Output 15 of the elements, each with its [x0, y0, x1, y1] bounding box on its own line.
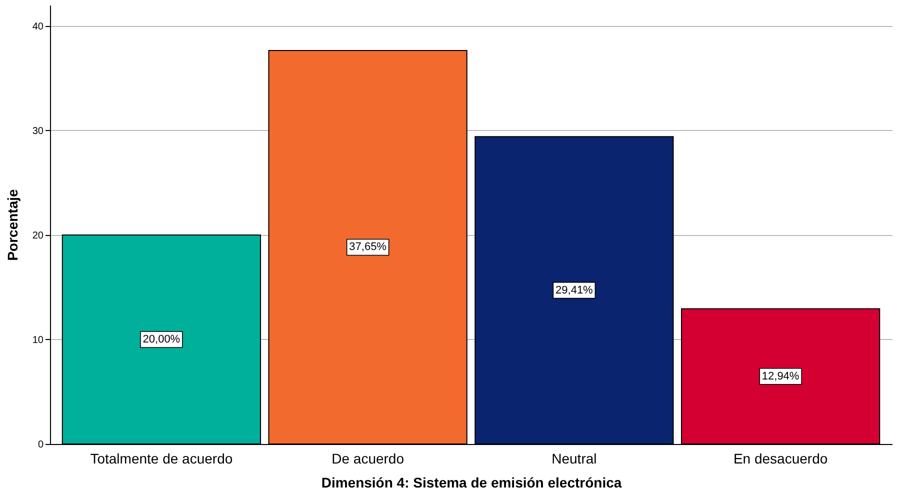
x-tick-label: Totalmente de acuerdo [90, 450, 233, 466]
y-tick-label: 20 [32, 230, 44, 242]
data-label: 20,00% [142, 333, 180, 346]
x-axis-title: Dimensión 4: Sistema de emisión electrónica [321, 474, 622, 490]
x-tick-label: En desacuerdo [733, 450, 828, 466]
data-label: 29,41% [556, 284, 594, 296]
y-tick-label: 10 [32, 334, 44, 346]
y-tick-label: 40 [32, 21, 44, 32]
y-axis-title: Porcentaje [4, 188, 20, 261]
x-tick-label: Neutral [552, 450, 597, 466]
y-tick-label: 30 [32, 126, 44, 137]
y-tick-label: 0 [38, 440, 44, 450]
data-label: 12,94% [762, 370, 800, 382]
x-tick-label: De acuerdo [332, 450, 404, 466]
data-label: 37,65% [349, 241, 387, 254]
